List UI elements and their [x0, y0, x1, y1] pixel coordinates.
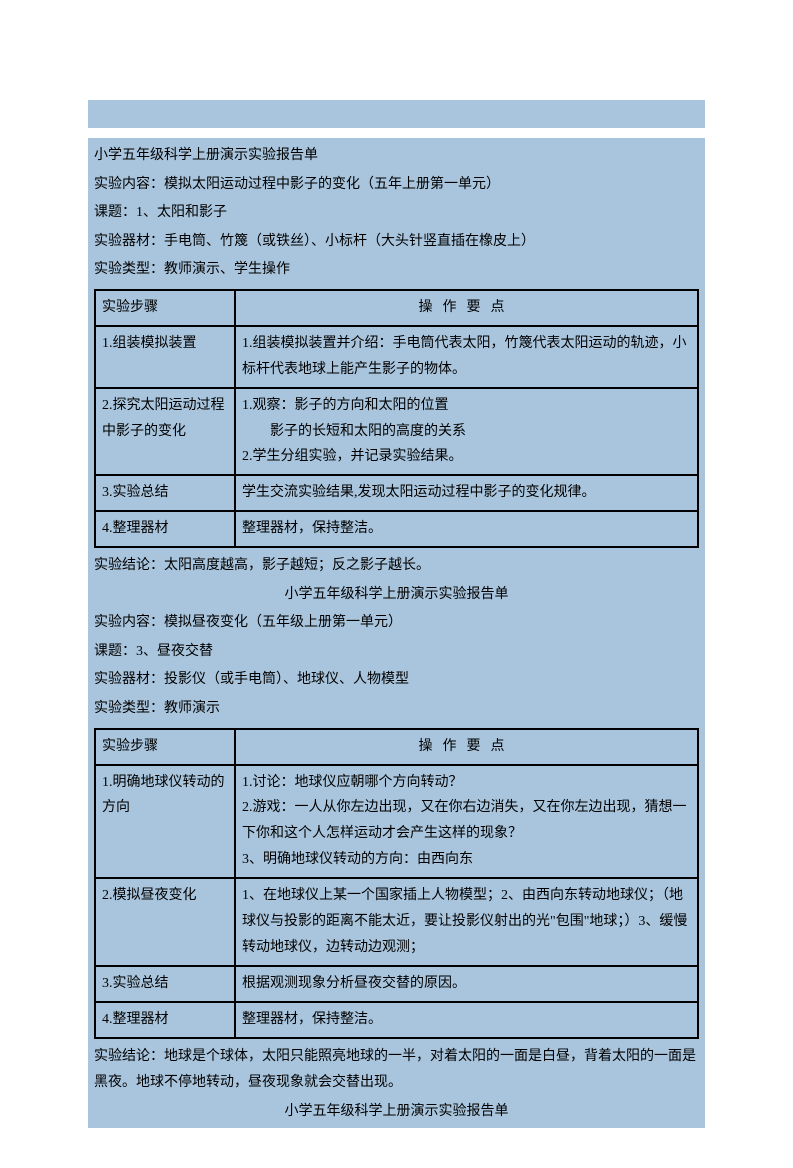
- op-text: 根据观测现象分析昼夜交替的原因。: [242, 976, 466, 991]
- table-row: 4.整理器材 整理器材，保持整洁。: [95, 1002, 698, 1038]
- table-row: 3.实验总结 学生交流实验结果,发现太阳运动过程中影子的变化规律。: [95, 475, 698, 511]
- doc2-conclusion: 实验结论：地球是个球体，太阳只能照亮地球的一半，对着太阳的一面是白昼，背着太阳的…: [94, 1043, 699, 1098]
- doc2-r2-step: 3.实验总结: [95, 966, 235, 1002]
- op-text: 1.讨论：地球仪应朝哪个方向转动？: [242, 775, 463, 790]
- top-blue-bar: [88, 100, 705, 128]
- doc3-title: 小学五年级科学上册演示实验报告单: [94, 1098, 699, 1127]
- table-row: 1.明确地球仪转动的方向 1.讨论：地球仪应朝哪个方向转动？ 2.游戏：一人从你…: [95, 765, 698, 879]
- doc1-r3-ops: 整理器材，保持整洁。: [235, 511, 698, 547]
- doc2-r3-ops: 整理器材，保持整洁。: [235, 1002, 698, 1038]
- doc1-line-3: 实验类型：教师演示、学生操作: [94, 256, 699, 285]
- table-header-row: 实验步骤 操作要点: [95, 290, 698, 326]
- doc2-title: 小学五年级科学上册演示实验报告单: [94, 581, 699, 610]
- table-row: 2.模拟昼夜变化 1、在地球仪上某一个国家插上人物模型；2、由西向东转动地球仪；…: [95, 878, 698, 966]
- op-text: 2.学生分组实验，并记录实验结果。: [242, 449, 463, 464]
- doc1-title: 小学五年级科学上册演示实验报告单: [94, 142, 699, 171]
- doc2-r0-ops: 1.讨论：地球仪应朝哪个方向转动？ 2.游戏：一人从你左边出现，又在你右边消失，…: [235, 765, 698, 879]
- table-row: 2.探究太阳运动过程中影子的变化 1.观察：影子的方向和太阳的位置 影子的长短和…: [95, 388, 698, 476]
- doc2-line-1: 课题：3、昼夜交替: [94, 638, 699, 667]
- doc2-line-0: 实验内容：模拟昼夜变化（五年级上册第一单元）: [94, 609, 699, 638]
- doc1-line-1: 课题：1、太阳和影子: [94, 199, 699, 228]
- doc2-r1-step: 2.模拟昼夜变化: [95, 878, 235, 966]
- doc1-table: 实验步骤 操作要点 1.组装模拟装置 1.组装模拟装置并介绍：手电筒代表太阳，竹…: [94, 289, 699, 548]
- doc1-line-2: 实验器材：手电筒、竹篾（或铁丝）、小标杆（大头针竖直插在橡皮上）: [94, 228, 699, 257]
- doc1-r1-ops: 1.观察：影子的方向和太阳的位置 影子的长短和太阳的高度的关系 2.学生分组实验…: [235, 388, 698, 476]
- doc2-th-step: 实验步骤: [95, 729, 235, 765]
- doc1-r3-step: 4.整理器材: [95, 511, 235, 547]
- doc2-table: 实验步骤 操作要点 1.明确地球仪转动的方向 1.讨论：地球仪应朝哪个方向转动？…: [94, 728, 699, 1039]
- op-text: 1、在地球仪上某一个国家插上人物模型；2、由西向东转动地球仪；（地球仪与投影的距…: [242, 888, 687, 955]
- doc2-r0-step: 1.明确地球仪转动的方向: [95, 765, 235, 879]
- doc1-r2-step: 3.实验总结: [95, 475, 235, 511]
- table-row: 4.整理器材 整理器材，保持整洁。: [95, 511, 698, 547]
- table-row: 1.组装模拟装置 1.组装模拟装置并介绍：手电筒代表太阳，竹篾代表太阳运动的轨迹…: [95, 326, 698, 388]
- op-text: 整理器材，保持整洁。: [242, 521, 382, 536]
- table-row: 3.实验总结 根据观测现象分析昼夜交替的原因。: [95, 966, 698, 1002]
- op-text: 1.组装模拟装置并介绍：手电筒代表太阳，竹篾代表太阳运动的轨迹，小标杆代表地球上…: [242, 336, 687, 377]
- content-block: 小学五年级科学上册演示实验报告单 实验内容：模拟太阳运动过程中影子的变化（五年上…: [88, 138, 705, 1128]
- doc2-th-ops: 操作要点: [235, 729, 698, 765]
- op-text: 2.游戏：一人从你左边出现，又在你右边消失，又在你左边出现，猜想一下你和这个人怎…: [242, 800, 687, 841]
- op-text: 3、明确地球仪转动的方向：由西向东: [242, 852, 473, 867]
- doc1-line-0: 实验内容：模拟太阳运动过程中影子的变化（五年上册第一单元）: [94, 171, 699, 200]
- page: 小学五年级科学上册演示实验报告单 实验内容：模拟太阳运动过程中影子的变化（五年上…: [0, 0, 793, 1168]
- doc1-th-ops: 操作要点: [235, 290, 698, 326]
- doc2-line-3: 实验类型：教师演示: [94, 695, 699, 724]
- doc2-r1-ops: 1、在地球仪上某一个国家插上人物模型；2、由西向东转动地球仪；（地球仪与投影的距…: [235, 878, 698, 966]
- doc1-conclusion: 实验结论：太阳高度越高，影子越短；反之影子越长。: [94, 552, 699, 581]
- doc1-r0-step: 1.组装模拟装置: [95, 326, 235, 388]
- doc2-r3-step: 4.整理器材: [95, 1002, 235, 1038]
- doc1-r2-ops: 学生交流实验结果,发现太阳运动过程中影子的变化规律。: [235, 475, 698, 511]
- op-text: 1.观察：影子的方向和太阳的位置: [242, 398, 449, 413]
- doc1-r0-ops: 1.组装模拟装置并介绍：手电筒代表太阳，竹篾代表太阳运动的轨迹，小标杆代表地球上…: [235, 326, 698, 388]
- op-text: 整理器材，保持整洁。: [242, 1012, 382, 1027]
- doc1-th-step: 实验步骤: [95, 290, 235, 326]
- op-text: 学生交流实验结果,发现太阳运动过程中影子的变化规律。: [242, 485, 596, 500]
- doc1-r1-step: 2.探究太阳运动过程中影子的变化: [95, 388, 235, 476]
- doc2-line-2: 实验器材：投影仪（或手电筒）、地球仪、人物模型: [94, 666, 699, 695]
- table-header-row: 实验步骤 操作要点: [95, 729, 698, 765]
- doc2-r2-ops: 根据观测现象分析昼夜交替的原因。: [235, 966, 698, 1002]
- op-text-indent: 影子的长短和太阳的高度的关系: [242, 419, 691, 445]
